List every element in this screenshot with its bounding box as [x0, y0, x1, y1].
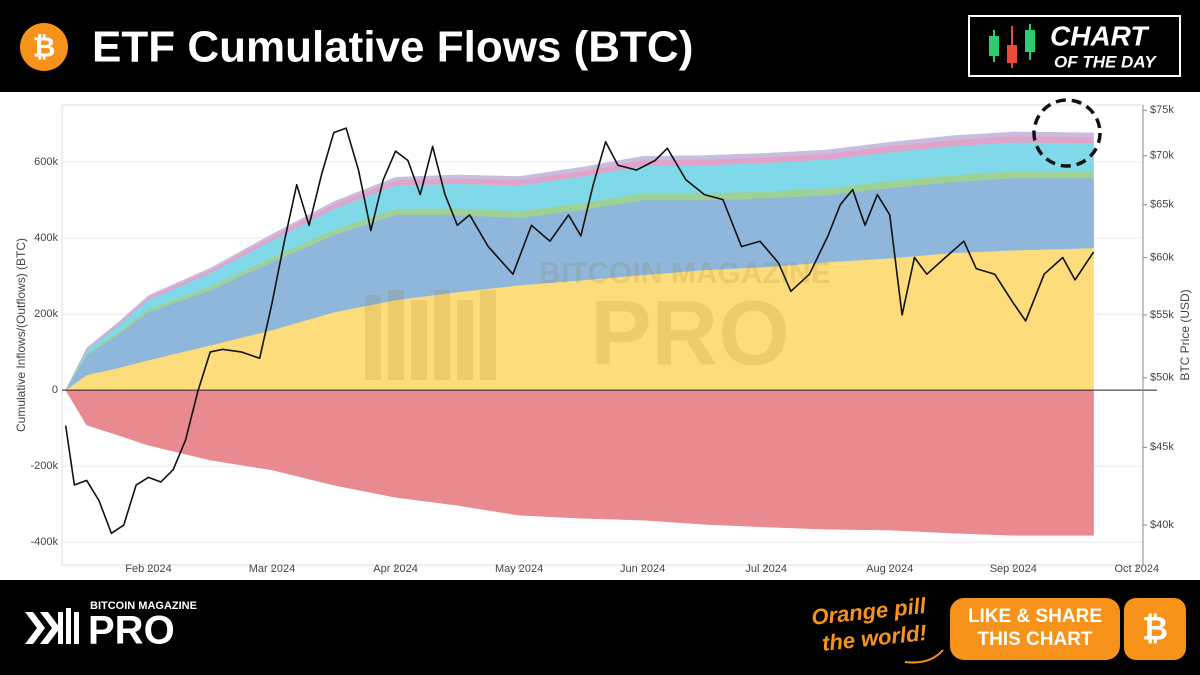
- bitcoin-icon-glyph: ₿: [33, 31, 56, 62]
- share-icon[interactable]: [1124, 598, 1186, 660]
- y2-tick-label: $45k: [1150, 441, 1174, 453]
- watermark-text: PRO: [590, 282, 789, 384]
- badge-line: OF THE DAY: [1054, 52, 1157, 71]
- share-button[interactable]: [950, 598, 1120, 660]
- x-tick-label: Jul 2024: [745, 563, 787, 575]
- bitcoin-icon: [20, 23, 68, 71]
- area: [65, 131, 1094, 391]
- y2-tick-label: $55k: [1150, 309, 1174, 321]
- x-tick-label: Mar 2024: [249, 563, 295, 575]
- y-tick-label: -400k: [30, 536, 58, 548]
- x-tick-label: Apr 2024: [373, 563, 418, 575]
- slogan-arrow: [904, 649, 944, 664]
- y2-tick-label: $75k: [1150, 104, 1174, 116]
- badge-line: CHART: [1050, 20, 1150, 51]
- brand-logo: [25, 608, 79, 644]
- page-title: ETF Cumulative Flows (BTC): [92, 23, 693, 72]
- share-icon-glyph[interactable]: ₿: [1142, 610, 1168, 646]
- x-tick-label: Sep 2024: [990, 563, 1037, 575]
- y2-tick-label: $50k: [1150, 372, 1174, 384]
- brand: PRO: [88, 609, 175, 653]
- watermark: BITCOIN MAGAZINE PRO: [365, 257, 831, 384]
- plot: -400k -200k 0 200k 400k 600k $40k $45k $50k $55k $…: [14, 104, 1192, 575]
- badge-frame: [968, 15, 1181, 77]
- price-line: [64, 127, 1095, 535]
- brand-top: BITCOIN MAGAZINE: [90, 600, 197, 612]
- y-tick-label: -200k: [30, 460, 58, 472]
- share-button-label[interactable]: THIS CHART: [977, 629, 1092, 650]
- x-tick-label: Jun 2024: [620, 563, 665, 575]
- x-tick-label: Oct 2024: [1115, 563, 1160, 575]
- y-tick-label: 400k: [34, 232, 58, 244]
- y2-axis-label: BTC Price (USD): [1178, 289, 1192, 380]
- y-tick-label: 0: [52, 384, 58, 396]
- x-tick-label: May 2024: [495, 563, 543, 575]
- x-tick-label: Feb 2024: [125, 563, 171, 575]
- y2-tick-label: $65k: [1150, 199, 1174, 211]
- y2-tick-label: $70k: [1150, 150, 1174, 162]
- watermark-text: BITCOIN MAGAZINE: [539, 257, 831, 290]
- y2-tick-label: $60k: [1150, 251, 1174, 263]
- y-tick-label: 200k: [34, 308, 58, 320]
- x-tick-label: Aug 2024: [866, 563, 913, 575]
- highlight-circle: [1032, 98, 1102, 168]
- candle-icon: [989, 24, 1035, 68]
- y2-tick-label: $40k: [1150, 519, 1174, 531]
- y-axis-label: Cumulative Inflows/(Outflows) (BTC): [14, 238, 28, 432]
- share-button-label[interactable]: LIKE & SHARE: [968, 606, 1102, 627]
- y-tick-label: 600k: [34, 156, 58, 168]
